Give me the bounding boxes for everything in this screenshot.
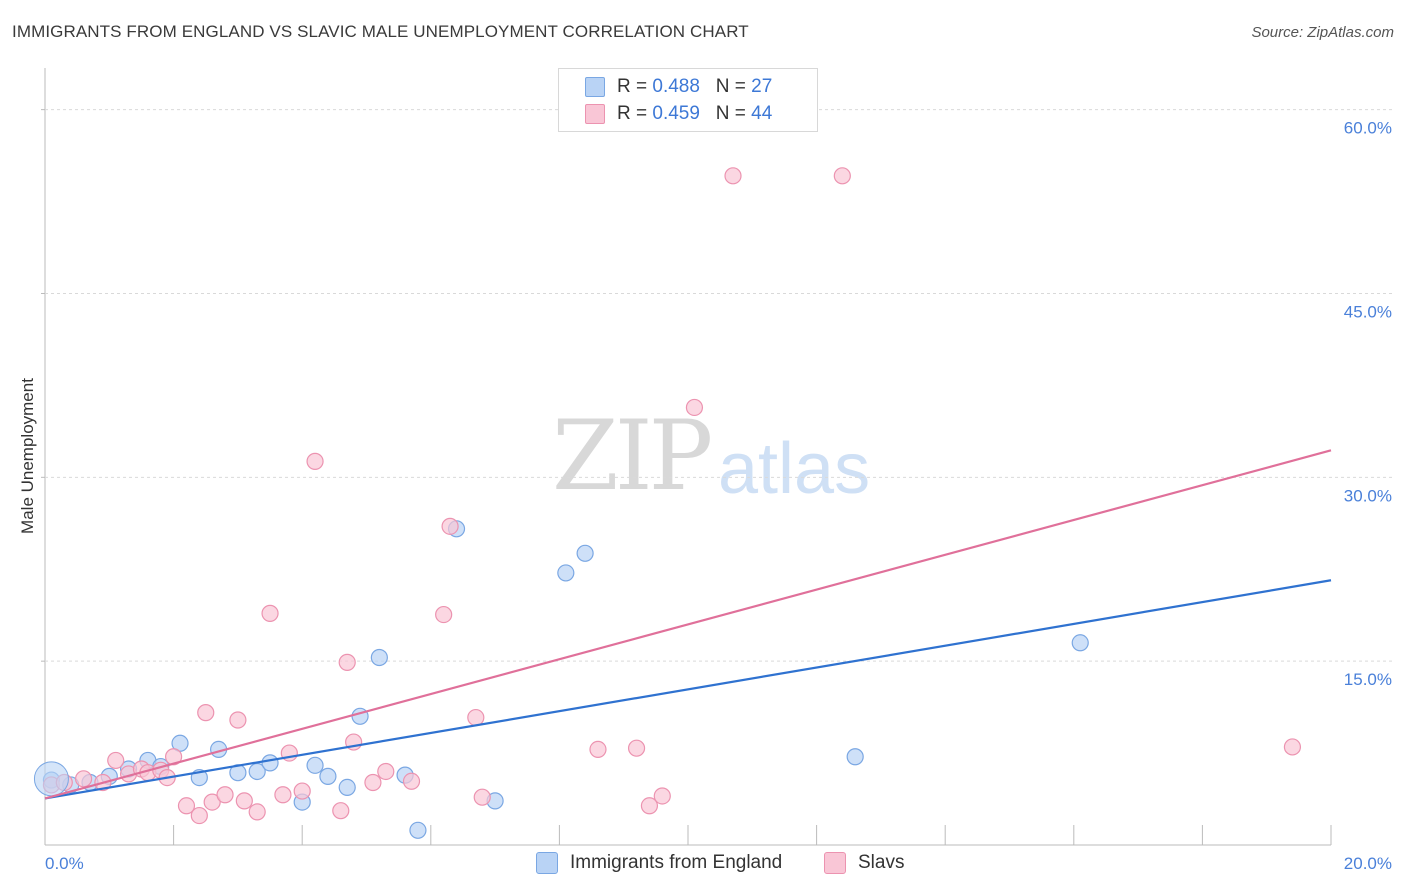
point-slavs <box>177 797 196 815</box>
point-slavs <box>74 770 93 788</box>
point-slavs <box>402 772 421 790</box>
legend-r-value-slavs: 0.459 <box>652 103 700 124</box>
point-slavs <box>235 792 253 810</box>
point-slavs <box>627 739 646 757</box>
watermark-zip: ZIP <box>552 400 713 512</box>
point-england <box>846 748 864 766</box>
legend-text-england: R = 0.488 N = 27 <box>617 76 772 98</box>
point-slavs <box>685 398 704 417</box>
point-england <box>261 754 279 772</box>
point-slavs <box>1283 738 1302 756</box>
point-slavs <box>293 782 311 800</box>
legend-n-label: N = <box>715 76 752 97</box>
point-slavs <box>229 711 247 729</box>
legend-swatch-slavs <box>824 852 846 874</box>
point-england-cluster <box>33 761 69 797</box>
correlation-legend: R = 0.488 N = 27 R = 0.459 N = 44 <box>558 68 818 132</box>
point-england <box>306 756 324 774</box>
x-tick-label: 0.0% <box>45 854 84 873</box>
x-tick-label: 20.0% <box>1344 854 1392 873</box>
point-england <box>370 648 388 667</box>
legend-label-slavs: Slavs <box>858 852 905 873</box>
source-label: Source: ZipAtlas.com <box>1251 24 1394 41</box>
point-slavs <box>833 167 851 185</box>
point-slavs <box>653 787 671 805</box>
point-england <box>1071 634 1089 652</box>
legend-row-england: R = 0.488 N = 27 <box>585 75 772 99</box>
point-england <box>576 544 594 562</box>
point-slavs <box>216 786 234 804</box>
y-tick-label: 45.0% <box>1344 302 1392 321</box>
point-england <box>319 767 337 785</box>
point-england <box>409 821 427 839</box>
point-slavs <box>338 653 356 671</box>
series-legend: Immigrants from England Slavs <box>0 852 1406 878</box>
point-slavs <box>203 793 221 811</box>
legend-item-england[interactable]: Immigrants from England <box>536 852 782 874</box>
point-slavs <box>377 762 395 781</box>
point-slavs <box>248 803 266 821</box>
legend-n-label: N = <box>715 103 752 124</box>
point-slavs <box>364 773 382 792</box>
y-tick-label: 60.0% <box>1344 119 1392 138</box>
point-slavs <box>306 452 324 470</box>
legend-item-slavs[interactable]: Slavs <box>824 852 904 874</box>
point-slavs <box>473 788 491 806</box>
legend-label-england: Immigrants from England <box>570 852 783 873</box>
point-slavs <box>724 167 742 185</box>
point-slavs <box>274 786 292 804</box>
y-tick-label: 15.0% <box>1344 670 1392 689</box>
legend-swatch-england <box>585 77 605 97</box>
y-tick-label: 30.0% <box>1344 486 1392 505</box>
legend-text-slavs: R = 0.459 N = 44 <box>617 103 772 125</box>
point-slavs <box>441 517 459 535</box>
legend-r-label: R = <box>617 103 653 124</box>
point-slavs <box>190 806 208 825</box>
point-slavs <box>640 797 659 815</box>
point-slavs <box>467 708 485 727</box>
point-slavs <box>332 802 350 820</box>
legend-r-label: R = <box>617 76 653 97</box>
point-england <box>557 564 575 582</box>
point-slavs <box>197 704 215 722</box>
legend-swatch-england <box>536 852 558 874</box>
point-england <box>338 778 356 796</box>
legend-r-value-england: 0.488 <box>652 76 700 97</box>
legend-row-slavs: R = 0.459 N = 44 <box>585 102 772 126</box>
legend-swatch-slavs <box>585 104 605 124</box>
point-slavs <box>435 605 453 624</box>
chart-title: IMMIGRANTS FROM ENGLAND VS SLAVIC MALE U… <box>12 22 749 41</box>
point-slavs <box>589 740 607 759</box>
watermark-atlas: atlas <box>718 429 871 509</box>
trendline-england <box>44 579 1332 800</box>
legend-n-value-slavs: 44 <box>751 103 773 124</box>
point-slavs <box>261 604 279 622</box>
legend-n-value-england: 27 <box>751 76 773 97</box>
point-slavs <box>107 751 125 770</box>
trendline-slavs <box>44 449 1332 800</box>
